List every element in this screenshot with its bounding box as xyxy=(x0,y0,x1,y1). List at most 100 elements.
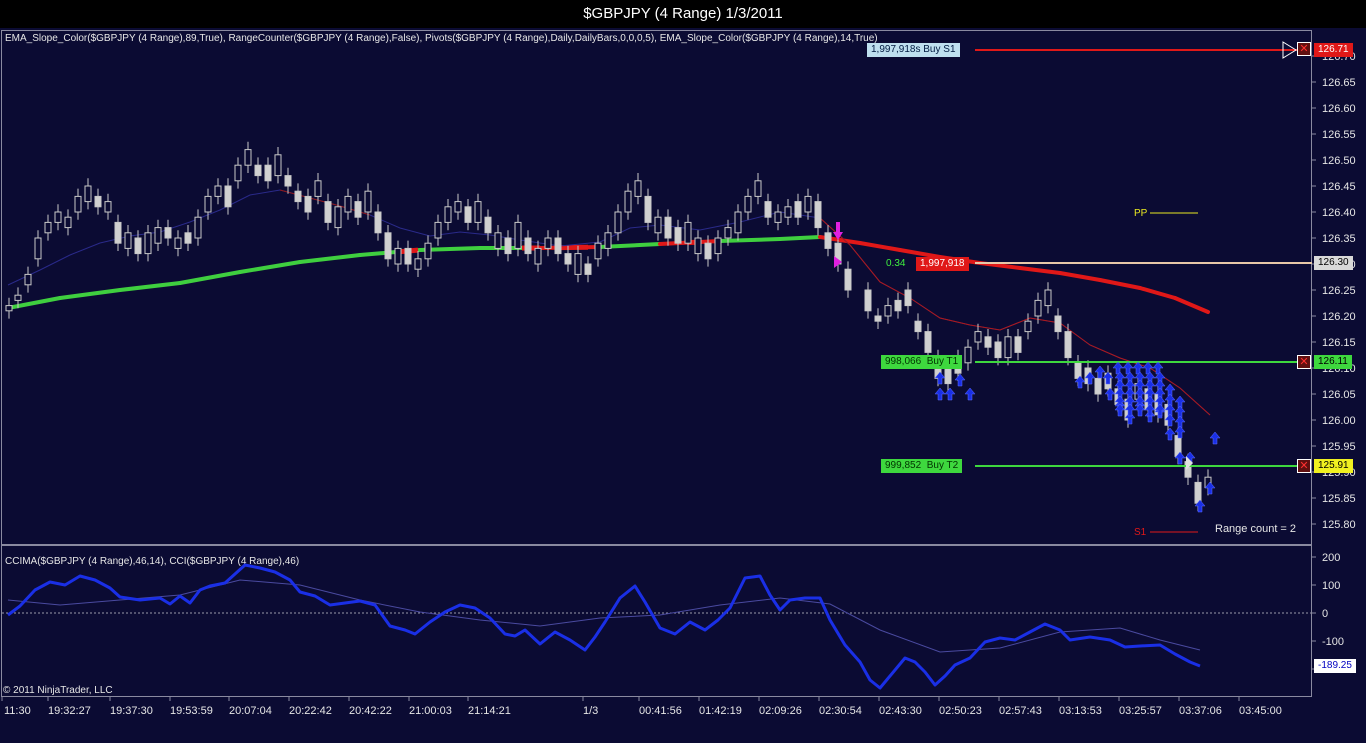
candle-body xyxy=(324,201,332,223)
candle-body xyxy=(1034,299,1042,317)
candle-body xyxy=(674,227,682,244)
candle-body xyxy=(764,201,772,218)
buy-signal-arrow-icon xyxy=(1074,375,1086,389)
candle-body xyxy=(964,346,972,364)
candle-body xyxy=(514,221,522,249)
candle-body xyxy=(104,201,112,213)
candle-body xyxy=(694,237,702,255)
candle-body xyxy=(684,221,692,244)
ema89-segment xyxy=(178,270,242,285)
price-panel[interactable]: EMA_Slope_Color($GBPJPY (4 Range),89,Tru… xyxy=(1,30,1312,545)
candle-body xyxy=(744,195,752,213)
candle-body xyxy=(454,201,462,213)
candle-body xyxy=(354,201,362,218)
candle-body xyxy=(534,247,542,265)
candle-body xyxy=(484,216,492,234)
candle-body xyxy=(94,195,102,208)
buy-signal-arrow-icon xyxy=(934,371,946,385)
buy-signal-arrow-icon xyxy=(934,387,946,401)
indicator-caption: CCIMA($GBPJPY (4 Range),46,14), CCI($GBP… xyxy=(5,556,300,567)
candle-body xyxy=(154,227,162,244)
candle-body xyxy=(414,258,422,270)
candle-body xyxy=(1004,336,1012,359)
ema89-segment xyxy=(118,281,182,292)
time-axis-label: 21:00:03 xyxy=(409,705,452,717)
candle-body xyxy=(124,232,132,249)
buy-s1-order-flag[interactable]: 1,997,918s Buy S1 xyxy=(867,43,960,57)
price-axis-label: 126.60 xyxy=(1322,103,1356,115)
sell-signal-arrow-icon xyxy=(833,222,843,240)
buy-signal-arrow-icon xyxy=(1174,425,1186,439)
candle-body xyxy=(194,216,202,239)
buy-t2-qty: 999,852 xyxy=(885,460,922,471)
indicator-axis-label: -100 xyxy=(1322,636,1344,648)
buy-signal-arrow-icon xyxy=(1209,431,1221,445)
price-axis-label: 126.25 xyxy=(1322,285,1356,297)
candle-body xyxy=(754,180,762,197)
candle-body xyxy=(254,164,262,177)
candle-body xyxy=(844,268,852,291)
time-axis-label: 19:32:27 xyxy=(48,705,91,717)
candle-body xyxy=(24,273,32,286)
time-axis-label: 21:14:21 xyxy=(468,705,511,717)
buy-signal-arrow-icon xyxy=(1134,403,1146,417)
ema89-segment xyxy=(238,260,302,274)
candle-body xyxy=(504,237,512,255)
window-title: $GBPJPY (4 Range) 1/3/2011 xyxy=(0,0,1366,28)
ema89-segment xyxy=(898,248,942,259)
candle-body xyxy=(274,154,282,177)
candle-body xyxy=(364,190,372,213)
price-axis-label: 125.95 xyxy=(1322,441,1356,453)
candle-body xyxy=(814,201,822,229)
cancel-t2-order-button[interactable]: ✕ xyxy=(1297,459,1311,473)
candle-body xyxy=(634,180,642,197)
copyright-label: © 2011 NinjaTrader, LLC xyxy=(3,685,113,696)
t1-price-tag: 126.11 xyxy=(1314,355,1352,369)
candle-body xyxy=(574,253,582,275)
candle-body xyxy=(1064,331,1072,359)
buy-signal-arrow-icon xyxy=(1194,499,1206,513)
candle-body xyxy=(824,232,832,249)
buy-signal-arrow-icon xyxy=(1142,361,1154,375)
buy-signal-arrow-icon xyxy=(1154,403,1166,417)
indicator-axis-label: 0 xyxy=(1322,608,1328,620)
candle-body xyxy=(984,336,992,348)
cancel-s1-order-button[interactable]: ✕ xyxy=(1297,42,1311,56)
s1-price-tag: 126.71 xyxy=(1314,43,1353,57)
buy-t1-label: Buy T1 xyxy=(926,356,959,367)
candle-body xyxy=(614,211,622,234)
price-axis-label: 126.45 xyxy=(1322,181,1356,193)
indicator-axis-label: 200 xyxy=(1322,552,1340,564)
time-axis-label: 20:07:04 xyxy=(229,705,272,717)
stop-marker-icon xyxy=(1282,41,1297,59)
ema89-segment xyxy=(778,235,822,241)
buy-signal-arrow-icon xyxy=(1152,361,1164,375)
buy-signal-arrow-icon xyxy=(1132,361,1144,375)
candle-body xyxy=(784,206,792,218)
candle-body xyxy=(234,164,242,182)
candle-body xyxy=(1044,289,1052,307)
ema89-segment xyxy=(1098,278,1142,290)
price-indicator-caption: EMA_Slope_Color($GBPJPY (4 Range),89,Tru… xyxy=(5,33,878,44)
candle-body xyxy=(664,216,672,239)
candle-body xyxy=(14,294,22,301)
candle-body xyxy=(544,237,552,249)
candle-body xyxy=(804,195,812,213)
price-axis-label: 125.85 xyxy=(1322,493,1356,505)
position-qty-flag[interactable]: 1,997,918 xyxy=(916,257,969,271)
price-axis-label: 126.50 xyxy=(1322,155,1356,167)
candle-body xyxy=(114,221,122,244)
buy-signal-arrow-icon xyxy=(1124,403,1136,417)
candle-body xyxy=(774,211,782,223)
candle-body xyxy=(64,216,72,229)
candle-body xyxy=(494,232,502,249)
candle-body xyxy=(404,247,412,265)
current-price-tag: 126.30 xyxy=(1314,256,1353,270)
buy-t2-order-flag[interactable]: 999,852 Buy T2 xyxy=(881,459,963,473)
buy-t1-order-flag[interactable]: 998,066 Buy T1 xyxy=(881,355,963,369)
cancel-t1-order-button[interactable]: ✕ xyxy=(1297,355,1311,369)
candle-body xyxy=(944,367,952,385)
candle-body xyxy=(44,221,52,234)
candle-body xyxy=(374,211,382,234)
